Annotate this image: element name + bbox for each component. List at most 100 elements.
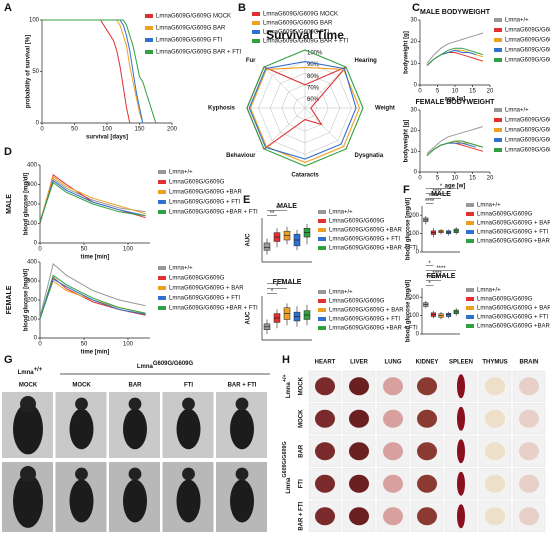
legend-swatch: [466, 221, 474, 225]
significance-label: *: [271, 289, 274, 295]
legend-swatch: [252, 12, 260, 16]
organ: [519, 409, 539, 428]
organ: [383, 377, 403, 396]
y-tick-label: 400: [27, 163, 38, 169]
legend-label: LmnaG609G/G609G + FTI: [505, 48, 550, 54]
organ-label: THYMUS: [482, 360, 507, 366]
mouse-head: [235, 467, 249, 481]
organ: [349, 409, 369, 428]
organ: [417, 474, 437, 493]
mouse-head: [20, 396, 36, 412]
legend-swatch: [494, 138, 502, 142]
y-tick-label: 20: [410, 39, 417, 45]
genotype-mut: LmnaG609G/G609G: [282, 441, 291, 493]
legend-swatch: [318, 299, 326, 303]
y-tick-label: 0: [34, 336, 38, 342]
organ: [383, 474, 403, 493]
organ: [349, 507, 369, 526]
mouse-head: [128, 467, 142, 481]
data-line: [39, 175, 146, 222]
row-label: BAR + FTI: [299, 502, 305, 531]
legend-swatch: [158, 286, 166, 290]
legend-label: Lmna+/+: [477, 288, 501, 294]
chart-title: MALE: [431, 191, 451, 198]
legend-label: LmnaG609G/G609G + FTI: [169, 200, 241, 206]
mouse-head: [75, 467, 88, 481]
y-tick-label: 100: [409, 231, 420, 237]
chart-title: FEMALE: [427, 273, 456, 280]
row-label: MOCK: [299, 409, 305, 428]
organ: [315, 442, 335, 461]
x-tick-label: 0: [38, 342, 42, 348]
legend-swatch: [494, 128, 502, 132]
radar-spoke: [263, 107, 306, 150]
legend-swatch: [252, 21, 260, 25]
y-tick-label: 100: [29, 18, 40, 24]
y-tick-label: 300: [27, 182, 38, 188]
radar-axis-label: Hearing: [354, 58, 377, 64]
legend-swatch: [318, 290, 326, 294]
column-label: BAR + FTI: [228, 383, 257, 389]
organ: [417, 507, 437, 526]
legend-swatch: [318, 326, 326, 330]
x-axis-label: age [w]: [445, 97, 466, 103]
mouse: [230, 408, 254, 450]
data-line: [39, 274, 146, 319]
organ: [457, 374, 465, 399]
mouse-head: [20, 466, 36, 482]
legend-label: LmnaG609G/G609G + FTI: [477, 230, 549, 236]
y-tick-label: 200: [27, 298, 38, 304]
x-tick-label: 0: [38, 247, 42, 253]
box: [263, 242, 271, 251]
legend-label: LmnaG609G/G609G MOCK: [263, 12, 338, 18]
legend-swatch: [494, 108, 502, 112]
legend-swatch: [158, 190, 166, 194]
y-tick-label: 10: [410, 61, 417, 67]
organ: [485, 377, 505, 396]
column-label: BAR: [129, 383, 143, 389]
x-tick-label: 15: [469, 176, 476, 182]
significance-label: *: [281, 279, 284, 285]
allele: +/+: [282, 374, 288, 382]
y-tick-label: 400: [27, 260, 38, 266]
legend-label: LmnaG609G/G609G +BAR + FTI: [169, 210, 258, 216]
legend-swatch: [318, 308, 326, 312]
mouse: [176, 408, 201, 450]
panel-label: E: [243, 194, 250, 206]
chart-title: MALE BODYWEIGHT: [420, 9, 491, 16]
legend-label: LmnaG609G/G609G +BAR + FTI: [329, 326, 418, 332]
organ: [485, 409, 505, 428]
legend-label: LmnaG609G/G609G +BAR: [169, 190, 243, 196]
significance-label: ****: [429, 194, 439, 200]
legend-swatch: [494, 118, 502, 122]
organ: [349, 442, 369, 461]
x-tick-label: 0: [418, 89, 422, 95]
organ-label: LUNG: [385, 360, 402, 366]
legend-label: LmnaG609G/G609G + BAR: [505, 38, 550, 44]
x-tick-label: 50: [81, 342, 88, 348]
legend-label: LmnaG609G/G609G + FTI: [169, 296, 241, 302]
x-tick-label: 0: [40, 127, 44, 133]
legend-swatch: [158, 180, 166, 184]
panel-label: C: [412, 2, 420, 14]
y-tick-label: 0: [414, 170, 418, 176]
organ: [457, 439, 465, 464]
y-axis-label: bodyweight [g]: [404, 120, 410, 163]
x-tick-label: 100: [123, 342, 134, 348]
organ: [519, 507, 539, 526]
legend-label: LmnaG609G/G609G: [505, 28, 550, 34]
x-tick-label: 100: [123, 247, 134, 253]
radar-spoke: [263, 66, 306, 109]
y-axis-label: probability of survival [%]: [26, 35, 32, 108]
y-axis-label: blood glucose [mg/dl]: [406, 280, 412, 342]
organ: [457, 504, 465, 529]
y-tick-label: 0: [34, 241, 38, 247]
legend-swatch: [318, 228, 326, 232]
significance-label: *: [276, 284, 279, 290]
row-label: BAR: [299, 444, 305, 458]
side-label: FEMALE: [6, 285, 13, 314]
legend-label: LmnaG609G/G609G + BAR: [329, 308, 404, 314]
legend-label: LmnaG609G/G609G BAR: [263, 21, 333, 27]
x-tick-label: 150: [134, 127, 145, 133]
y-axis-label: AUC: [246, 233, 252, 247]
